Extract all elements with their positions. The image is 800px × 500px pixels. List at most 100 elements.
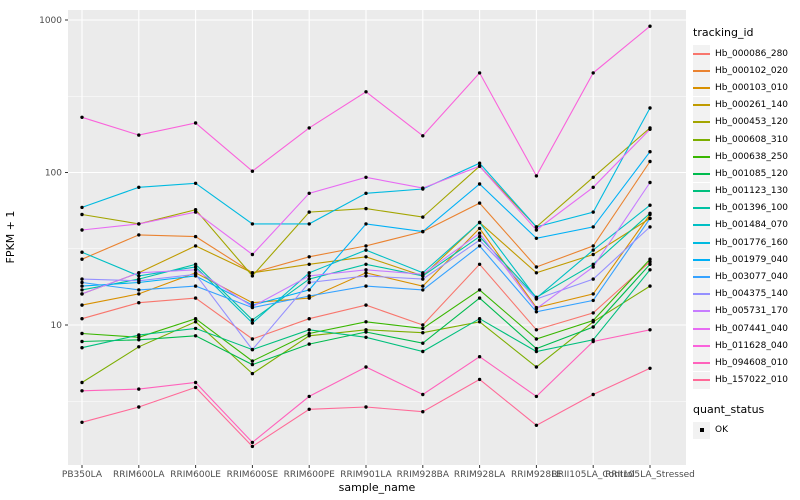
legend-item-Hb_000086_280: Hb_000086_280 — [693, 45, 799, 63]
legend-line-swatch — [693, 344, 710, 347]
data-point — [307, 294, 311, 298]
legend: tracking_id Hb_000086_280 Hb_000102_020 Hb… — [693, 26, 799, 439]
y-tick-label: 10 — [51, 321, 63, 331]
data-point — [250, 274, 255, 278]
data-point — [364, 191, 368, 195]
data-point — [477, 71, 482, 75]
data-point — [137, 288, 141, 292]
data-point — [534, 349, 539, 354]
data-point — [307, 317, 311, 321]
plot-panel — [68, 10, 686, 465]
legend-key-line — [693, 216, 710, 234]
data-point — [193, 380, 198, 385]
x-tick-label: RRIM600LA — [113, 470, 165, 480]
legend-line-swatch — [693, 224, 710, 227]
legend-key-line — [693, 45, 710, 63]
legend-line-swatch — [693, 276, 710, 279]
data-point — [137, 333, 141, 337]
data-point — [421, 326, 425, 331]
data-point — [193, 268, 198, 272]
data-point — [193, 244, 198, 248]
legend-line-swatch — [693, 310, 710, 313]
data-point — [421, 215, 425, 219]
x-tick-label: RRII105LA_Control — [551, 470, 634, 480]
data-point — [477, 262, 482, 266]
data-point — [80, 303, 84, 307]
legend-item-label: Hb_000638_250 — [715, 151, 789, 162]
x-tick-label: RRIM928LE — [511, 470, 562, 480]
legend-item-Hb_000608_310: Hb_000608_310 — [693, 131, 799, 149]
data-point — [591, 298, 595, 303]
data-point — [477, 226, 482, 231]
legend-item-label: Hb_001776_160 — [715, 237, 789, 248]
legend-line-swatch — [693, 86, 710, 89]
data-point — [250, 304, 255, 309]
data-point — [648, 203, 652, 207]
data-point — [137, 274, 141, 278]
data-point — [80, 292, 84, 296]
data-point — [193, 265, 198, 269]
data-point — [534, 328, 539, 332]
legend-item-Hb_005731_170: Hb_005731_170 — [693, 302, 799, 320]
point-marker-icon — [699, 428, 704, 433]
data-point — [421, 288, 425, 292]
data-point — [193, 326, 198, 331]
data-point — [421, 410, 425, 414]
x-tick-label: RRIM600PE — [284, 470, 336, 480]
data-point — [591, 262, 595, 266]
data-point — [364, 90, 368, 94]
data-point — [307, 288, 311, 292]
legend-item-label: Hb_000608_310 — [715, 134, 789, 145]
point-markers-layer — [80, 24, 652, 449]
data-point — [193, 284, 198, 288]
data-point — [250, 222, 255, 226]
legend-title-tracking-id: tracking_id — [693, 26, 754, 39]
legend-line-swatch — [693, 361, 710, 364]
data-point — [80, 277, 84, 281]
data-point — [534, 225, 539, 229]
data-point — [648, 127, 652, 131]
legend-line-swatch — [693, 190, 710, 193]
data-point — [307, 126, 311, 130]
legend-key-line — [693, 320, 710, 338]
data-point — [364, 303, 368, 307]
data-point — [137, 185, 141, 189]
data-point — [80, 380, 84, 385]
legend-key-point — [693, 421, 710, 439]
data-point — [421, 284, 425, 288]
data-point — [307, 222, 311, 226]
data-point — [137, 133, 141, 137]
legend-key-line — [693, 96, 710, 114]
data-point — [591, 210, 595, 214]
data-point — [477, 220, 482, 225]
data-point — [307, 255, 311, 259]
data-point — [534, 265, 539, 269]
data-point — [591, 392, 595, 397]
data-point — [250, 359, 255, 363]
legend-item-label: Hb_000086_280 — [715, 48, 789, 59]
legend-item-Hb_001776_160: Hb_001776_160 — [693, 234, 799, 252]
data-point — [137, 301, 141, 305]
legend-line-swatch — [693, 293, 710, 296]
x-tick-label: PB350LA — [62, 470, 103, 480]
data-point — [591, 248, 595, 252]
legend-item-label: Hb_000453_120 — [715, 117, 789, 128]
legend-item-label: Hb_001979_040 — [715, 254, 789, 265]
legend-item-label: Hb_007441_040 — [715, 323, 789, 334]
data-point — [193, 121, 198, 125]
data-point — [137, 345, 141, 349]
data-point — [364, 262, 368, 266]
data-point — [364, 274, 368, 278]
legend-line-swatch — [693, 155, 710, 158]
legend-line-swatch — [693, 172, 710, 175]
legend-item-Hb_001979_040: Hb_001979_040 — [693, 251, 799, 269]
data-point — [364, 248, 368, 252]
data-point — [364, 330, 368, 334]
data-point — [250, 337, 255, 341]
data-point — [534, 346, 539, 351]
legend-item-label: Hb_001484_070 — [715, 220, 789, 231]
legend-item-label: Hb_000261_140 — [715, 100, 789, 111]
data-point — [477, 244, 482, 248]
data-point — [80, 331, 84, 336]
data-point — [364, 175, 368, 179]
